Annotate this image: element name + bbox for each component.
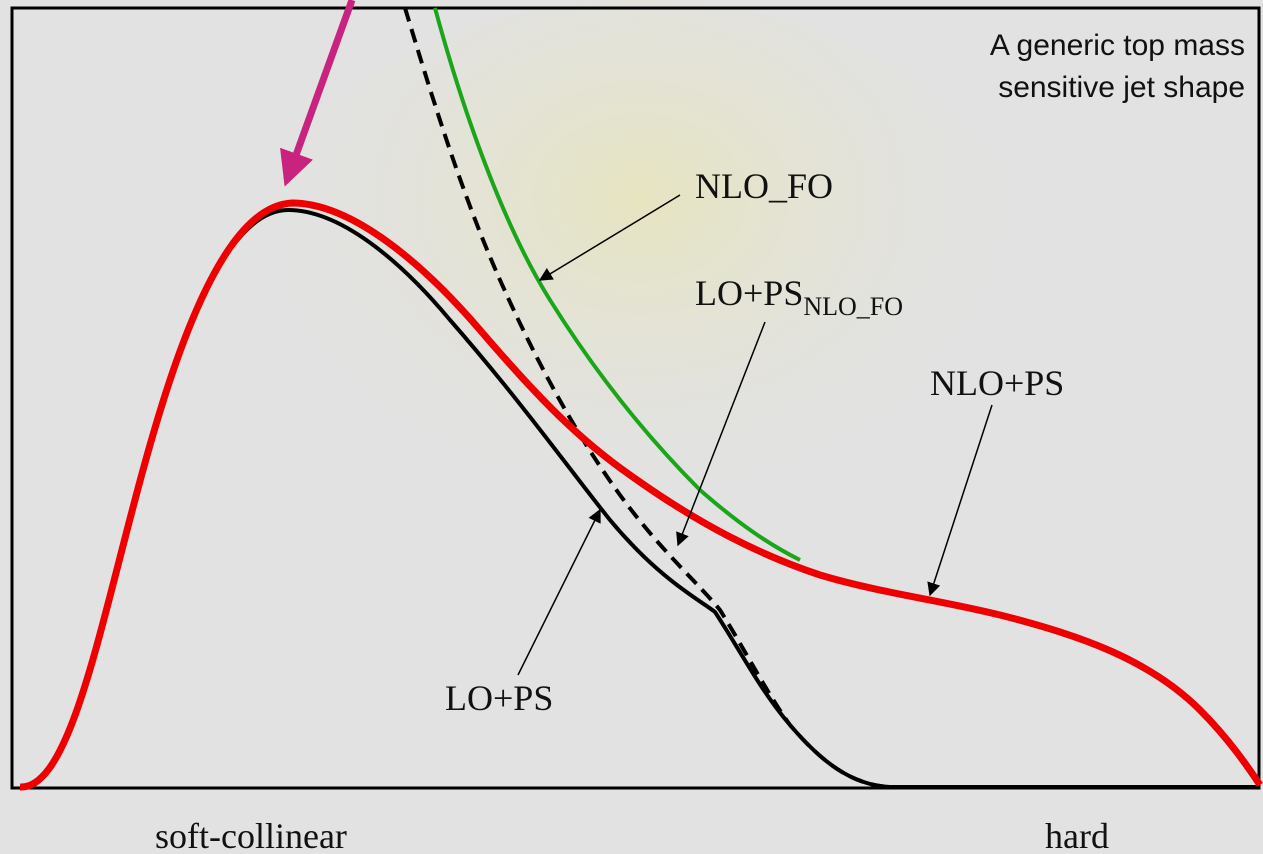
curve-label: LO+PS bbox=[445, 678, 553, 718]
title-line: sensitive jet shape bbox=[998, 71, 1245, 104]
curve-label: NLO_FO bbox=[695, 166, 833, 206]
diagram: A generic top mass sensitive jet shape N… bbox=[0, 0, 1263, 854]
page: A generic top mass sensitive jet shape N… bbox=[0, 0, 1263, 854]
background-glow bbox=[220, 0, 1060, 660]
axis-label: soft-collinear bbox=[155, 816, 347, 854]
curve-label: NLO+PS bbox=[930, 363, 1064, 403]
curve-label-subscript: NLO_FO bbox=[803, 292, 903, 321]
title-line: A generic top mass bbox=[990, 29, 1245, 62]
curve-label-main: LO+PS bbox=[695, 273, 803, 313]
axis-label: hard bbox=[1045, 816, 1109, 854]
